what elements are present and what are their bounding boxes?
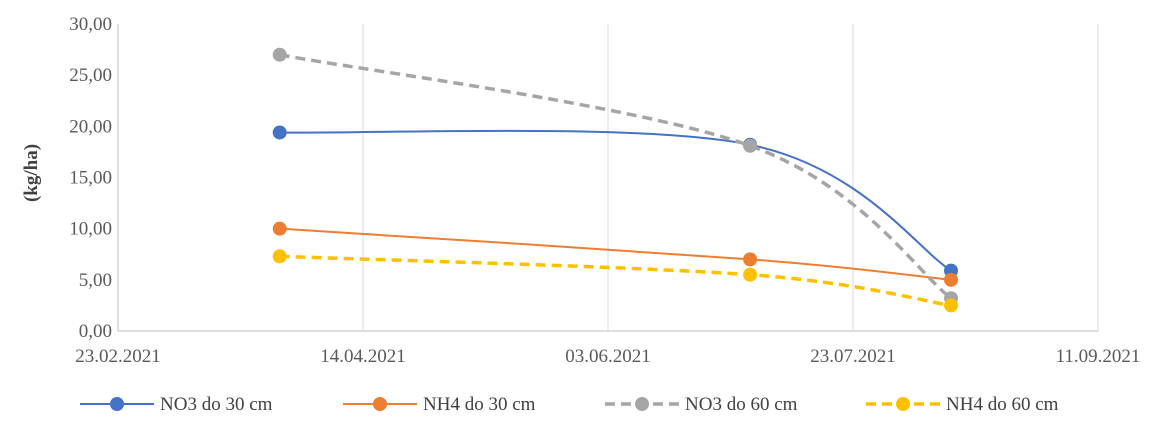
data-point (743, 252, 758, 267)
legend-entry: NH4 do 30 cm (343, 394, 536, 415)
legend-label: NH4 do 30 cm (423, 394, 536, 415)
x-tick-label: 14.04.2021 (320, 346, 406, 367)
y-tick-label: 10,00 (69, 219, 112, 240)
vertical-gridlines (362, 24, 1099, 331)
series-1 (272, 125, 958, 278)
data-point (944, 298, 958, 313)
data-point (743, 138, 758, 153)
y-axis-title: (kg/ha) (21, 144, 42, 202)
legend-label: NH4 do 60 cm (946, 394, 1059, 415)
x-tick-label: 23.02.2021 (75, 346, 161, 367)
legend-marker (635, 397, 649, 411)
legend: NO3 do 30 cm NH4 do 30 cm NO3 do 60 cm NH4 … (80, 394, 1059, 415)
y-tick-label: 5,00 (79, 270, 112, 291)
y-tick-label: 20,00 (69, 116, 112, 137)
series-line (279, 227, 952, 281)
y-tick-label: 25,00 (69, 65, 112, 86)
series-line (279, 129, 952, 272)
series-3 (272, 47, 958, 306)
series-4 (272, 249, 958, 313)
y-tick-label: 0,00 (79, 321, 112, 342)
y-tick-label: 30,00 (69, 14, 112, 35)
x-tick-label: 23.07.2021 (810, 346, 896, 367)
data-point (272, 221, 287, 236)
legend-entry: NO3 do 30 cm (80, 394, 273, 415)
legend-marker (373, 397, 387, 411)
legend-marker (110, 397, 124, 411)
x-tick-label: 03.06.2021 (565, 346, 651, 367)
legend-marker (896, 397, 910, 411)
series-group (272, 47, 958, 313)
y-tick-label: 15,00 (69, 168, 112, 189)
x-tick-label: 11.09.2021 (1056, 346, 1141, 367)
legend-label: NO3 do 30 cm (160, 394, 273, 415)
axes (117, 24, 1098, 332)
series-line (279, 254, 952, 308)
legend-entry: NH4 do 60 cm (866, 394, 1059, 415)
data-point (272, 125, 287, 140)
data-point (272, 249, 287, 264)
data-point (272, 47, 287, 62)
series-2 (272, 221, 958, 287)
data-point (743, 267, 758, 282)
data-point (944, 272, 958, 287)
series-line (279, 52, 953, 300)
x-tick-labels: 23.02.2021 14.04.2021 03.06.2021 23.07.2021… (75, 346, 1140, 367)
y-tick-labels: 0,00 5,00 10,00 15,00 20,00 25,00 30,00 (69, 14, 112, 342)
legend-entry: NO3 do 60 cm (605, 394, 798, 415)
legend-label: NO3 do 60 cm (685, 394, 798, 415)
